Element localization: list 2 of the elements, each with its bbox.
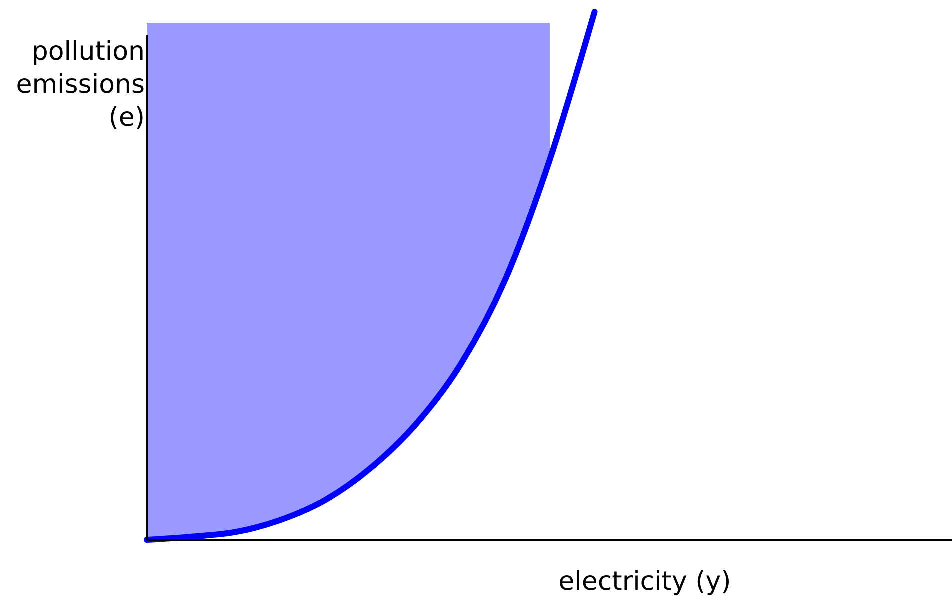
x-axis-title: electricity (y) — [558, 567, 732, 597]
y-axis-title: pollution emissions (e) — [16, 37, 145, 133]
